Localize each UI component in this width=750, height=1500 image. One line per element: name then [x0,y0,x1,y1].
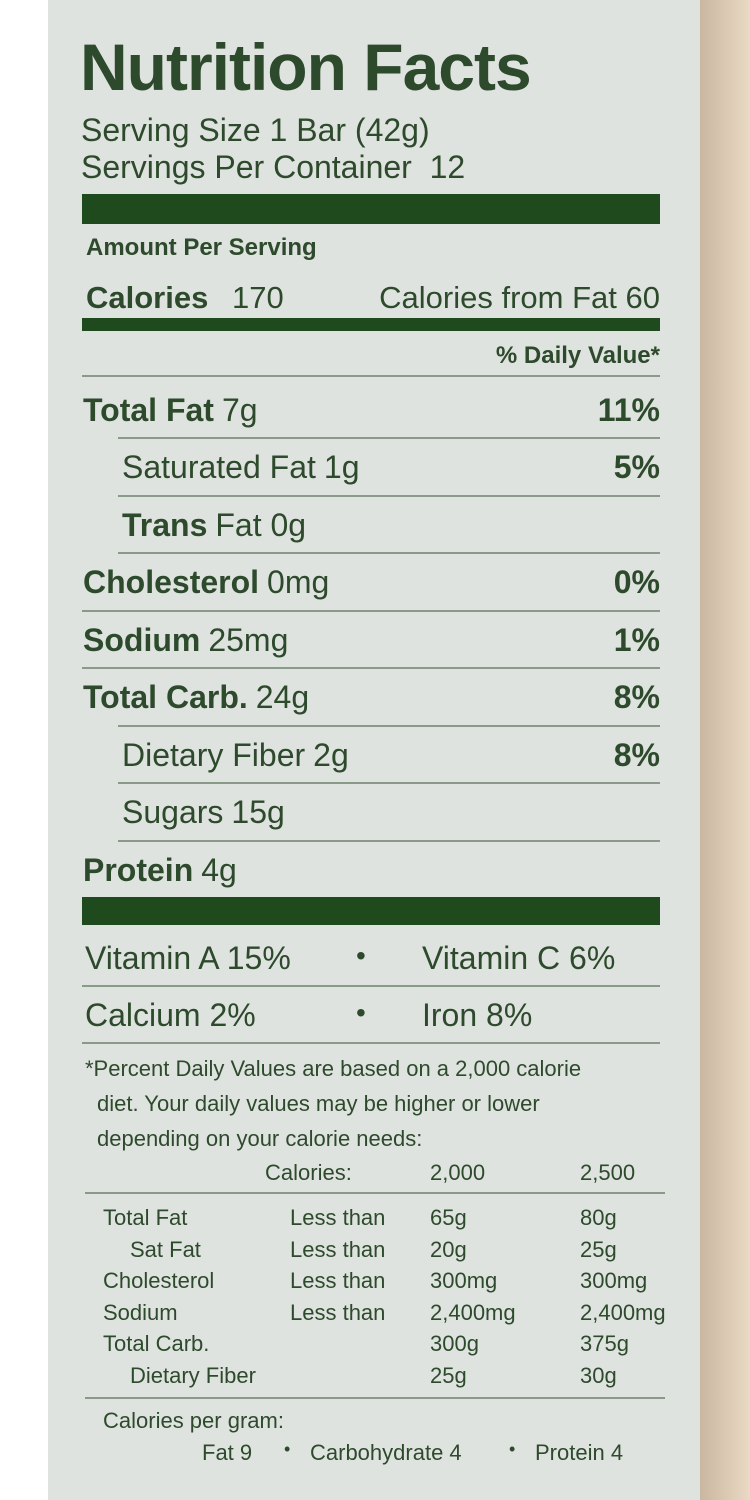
calories-per-gram: Calories per gram: [103,1407,284,1433]
amount-per-serving: Amount Per Serving [86,234,317,262]
nutrient-amount: 4g [201,851,237,888]
bullet: • [356,940,366,971]
divider [118,839,660,842]
vitamin: Vitamin C 6% [422,939,616,976]
bullet: • [356,997,366,1028]
nutrient-amount: 2g [313,736,349,773]
thick-bar [82,897,660,925]
divider [85,1192,665,1194]
nutrient-name: Dietary Fiber [122,736,306,773]
vitamin: Vitamin A 15% [85,939,291,976]
thick-bar [82,318,660,331]
table-value: 20g [430,1236,467,1262]
nutrient-amount: 24g [255,679,310,716]
divider [82,375,660,377]
title: Nutrition Facts [80,29,532,104]
table-nutrient: Total Carb. [103,1331,210,1357]
nutrient-amount: 1g [323,449,360,486]
box-edge [700,0,750,1500]
bullet: • [509,1439,516,1459]
nutrient-dv: 11% [597,391,660,428]
table-limit: Less than [290,1236,386,1262]
vitamin: Iron 8% [422,996,533,1033]
divider [82,1042,660,1044]
footnote: depending on your calorie needs: [97,1125,423,1151]
calories-value: 170 [232,279,284,315]
divider [118,552,660,554]
nutrient-amount: 25mg [208,621,289,658]
nutrient-name: Sugars [122,794,224,831]
divider [82,985,660,987]
calories-per-gram-item: Carbohydrate 4 [310,1439,462,1465]
table-nutrient: Cholesterol [103,1268,215,1294]
divider [85,1397,665,1399]
table-value: 30g [580,1362,617,1388]
table-header: 2,500 [580,1159,636,1185]
nutrient-dv: 1% [613,621,660,658]
table-nutrient: Total Fat [103,1204,188,1230]
daily-value-header: % Daily Value* [495,342,660,370]
serving-size: Serving Size 1 Bar (42g) [81,111,430,148]
calories-per-gram-item: Protein 4 [535,1439,624,1465]
calories-per-gram-item: Fat 9 [202,1439,253,1465]
calories-from-fat: Calories from Fat 60 [379,279,660,315]
nutrient-name: Total Fat [83,391,214,428]
divider [82,667,660,669]
table-value: 2,400mg [430,1299,516,1325]
nutrient-amount: 7g [221,391,258,428]
nutrient-amount: 15g [231,794,285,831]
table-value: 2,400mg [580,1299,666,1325]
table-header: Calories: [265,1159,352,1185]
nutrient-name: Cholesterol [83,564,260,601]
bullet: • [284,1439,291,1459]
footnote: *Percent Daily Values are based on a 2,0… [85,1055,582,1081]
nutrient-dv: 8% [613,736,660,773]
table-nutrient: Dietary Fiber [130,1362,256,1388]
divider [82,609,660,612]
footnote: diet. Your daily values may be higher or… [97,1090,540,1116]
table-limit: Less than [290,1268,386,1294]
calories-label: Calories [86,279,209,315]
thick-bar [82,194,660,224]
nutrient-name: Total Carb. [83,679,248,716]
nutrient-dv: 0% [613,564,660,601]
table-value: 375g [580,1331,629,1357]
nutrient-dv: 5% [613,449,660,486]
table-nutrient: Sodium [103,1299,178,1325]
table-value: 300mg [580,1268,648,1294]
table-value: 300mg [430,1268,498,1294]
table-value: 25g [580,1236,617,1262]
nutrient-name: Protein [83,851,194,888]
table-value: 25g [430,1362,467,1388]
divider [118,724,660,727]
table-value: 300g [430,1331,479,1357]
vitamin: Calcium 2% [85,996,256,1033]
divider [118,782,660,784]
nutrition-label [48,0,700,1500]
table-value: 65g [430,1204,467,1230]
table-limit: Less than [290,1204,386,1230]
table-nutrient: Sat Fat [130,1236,201,1262]
nutrient-name: Saturated Fat [122,449,316,486]
table-value: 80g [580,1204,617,1230]
table-header: 2,000 [430,1159,486,1185]
servings-per-container: Servings Per Container 12 [81,148,466,185]
nutrient-dv: 8% [613,679,660,716]
divider [118,494,660,497]
nutrient-name: Trans [122,506,208,543]
table-limit: Less than [290,1299,386,1325]
nutrient-amount: Fat 0g [215,506,307,543]
divider [118,437,660,439]
nutrient-amount: 0mg [267,564,330,601]
nutrient-name: Sodium [83,621,201,658]
